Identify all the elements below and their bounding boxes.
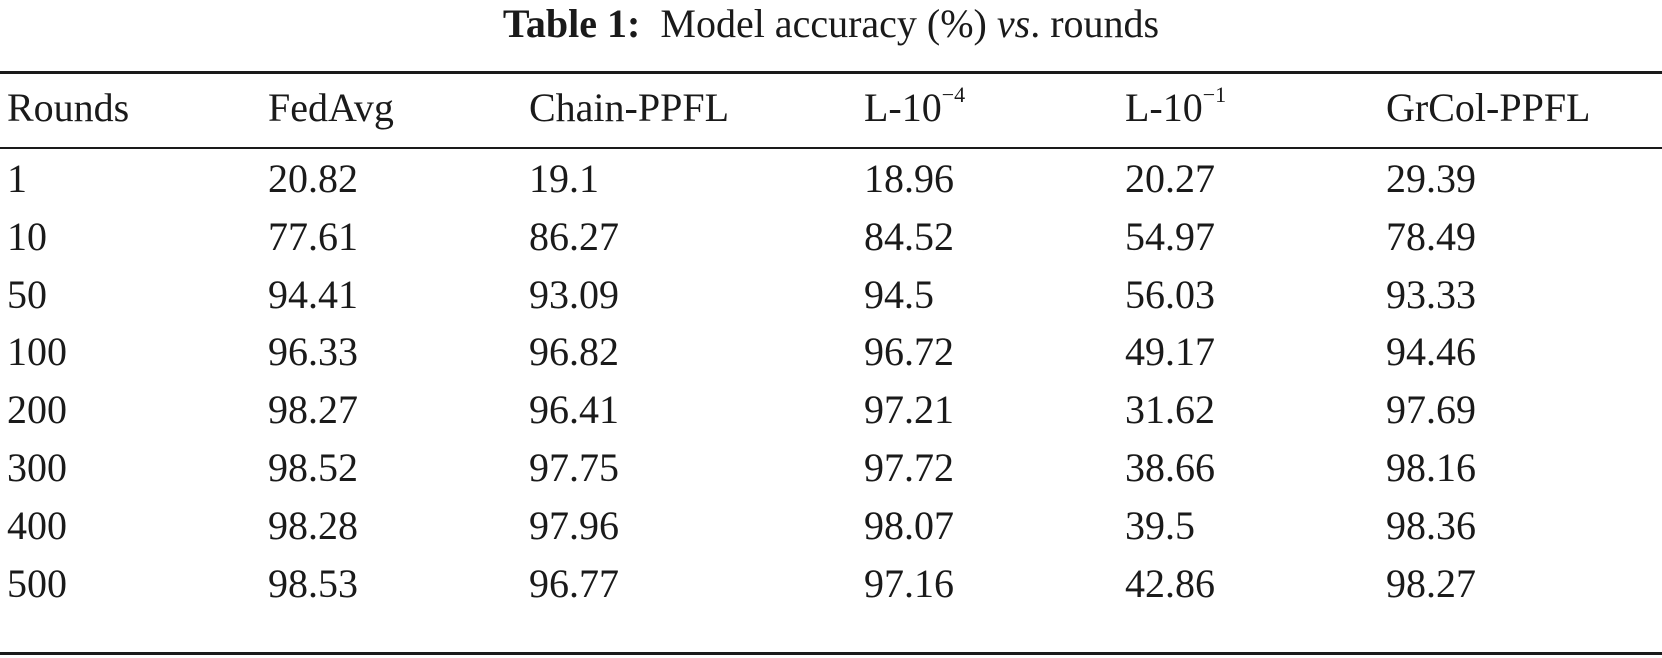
- table-cell: 20.82: [268, 156, 358, 201]
- table-row: 400 98.28 97.96 98.07 39.5 98.36: [0, 496, 1662, 556]
- header-cell-rounds: Rounds: [7, 85, 130, 130]
- table-row: 200 98.27 96.41 97.21 31.62 97.69: [0, 380, 1662, 440]
- table-header-row: Rounds FedAvg Chain-PPFL L-10−4 L-10−1 G…: [0, 78, 1662, 138]
- table-cell: 93.09: [529, 272, 619, 317]
- table-caption-label: Table 1:: [502, 1, 641, 46]
- table-cell: 56.03: [1125, 272, 1215, 317]
- table-cell: 98.07: [864, 503, 954, 548]
- table-cell: 97.16: [864, 561, 954, 606]
- table-cell: 97.72: [864, 445, 954, 490]
- table-cell: 10: [7, 214, 47, 259]
- table-cell: 97.75: [529, 445, 619, 490]
- table-cell: 98.53: [268, 561, 358, 606]
- header-exponent: −4: [941, 82, 966, 107]
- table-row: 500 98.53 96.77 97.16 42.86 98.27: [0, 554, 1662, 614]
- table-cell: 98.52: [268, 445, 358, 490]
- table-cell: 96.77: [529, 561, 619, 606]
- table-row: 10 77.61 86.27 84.52 54.97 78.49: [0, 207, 1662, 267]
- table-cell: 38.66: [1125, 445, 1215, 490]
- table-cell: 86.27: [529, 214, 619, 259]
- table-cell: 29.39: [1386, 156, 1476, 201]
- table-cell: 42.86: [1125, 561, 1215, 606]
- table-cell: 100: [7, 329, 67, 374]
- table-cell: 98.16: [1386, 445, 1476, 490]
- table-cell: 18.96: [864, 156, 954, 201]
- table-header-rule: [0, 147, 1662, 149]
- table-cell: 96.33: [268, 329, 358, 374]
- table-cell: 96.72: [864, 329, 954, 374]
- table-cell: 98.27: [268, 387, 358, 432]
- table-row: 50 94.41 93.09 94.5 56.03 93.33: [0, 265, 1662, 325]
- table-cell: 49.17: [1125, 329, 1215, 374]
- table-cell: 98.27: [1386, 561, 1476, 606]
- table-caption-text: Model accuracy (%): [660, 1, 987, 46]
- header-cell-fedavg: FedAvg: [268, 85, 394, 130]
- table-cell: 97.69: [1386, 387, 1476, 432]
- table-caption-vs: vs: [996, 1, 1031, 46]
- header-cell-l-10-4: L-10−4: [864, 82, 966, 130]
- table-cell: 50: [7, 272, 47, 317]
- table-cell: 31.62: [1125, 387, 1215, 432]
- table-cell: 19.1: [529, 156, 599, 201]
- table-cell: 39.5: [1125, 503, 1195, 548]
- table-cell: 400: [7, 503, 67, 548]
- table-cell: 500: [7, 561, 67, 606]
- table-bottom-rule: [0, 652, 1662, 655]
- header-cell-l-10-1: L-10−1: [1125, 82, 1227, 130]
- table-cell: 94.41: [268, 272, 358, 317]
- table-cell: 93.33: [1386, 272, 1476, 317]
- table-cell: 84.52: [864, 214, 954, 259]
- table-cell: 54.97: [1125, 214, 1215, 259]
- table-cell: 97.21: [864, 387, 954, 432]
- table-cell: 200: [7, 387, 67, 432]
- table-cell: 98.36: [1386, 503, 1476, 548]
- table-cell: 94.46: [1386, 329, 1476, 374]
- table-row: 300 98.52 97.75 97.72 38.66 98.16: [0, 438, 1662, 498]
- table-cell: 96.82: [529, 329, 619, 374]
- table-cell: 1: [7, 156, 27, 201]
- header-cell-chain-ppfl: Chain-PPFL: [529, 85, 730, 130]
- table-caption-rest: . rounds: [1030, 1, 1160, 46]
- table-cell: 96.41: [529, 387, 619, 432]
- header-exponent: −1: [1202, 82, 1227, 107]
- table-cell: 77.61: [268, 214, 358, 259]
- table-cell: 78.49: [1386, 214, 1476, 259]
- table-cell: 300: [7, 445, 67, 490]
- header-cell-grcol-ppfl: GrCol-PPFL: [1386, 85, 1591, 130]
- table-caption: Table 1: Model accuracy (%) vs. rounds: [0, 0, 1662, 48]
- table-cell: 20.27: [1125, 156, 1215, 201]
- table-cell: 97.96: [529, 503, 619, 548]
- table-row: 1 20.82 19.1 18.96 20.27 29.39: [0, 149, 1662, 209]
- table-row: 100 96.33 96.82 96.72 49.17 94.46: [0, 322, 1662, 382]
- table-cell: 98.28: [268, 503, 358, 548]
- table-top-rule: [0, 71, 1662, 74]
- table-cell: 94.5: [864, 272, 934, 317]
